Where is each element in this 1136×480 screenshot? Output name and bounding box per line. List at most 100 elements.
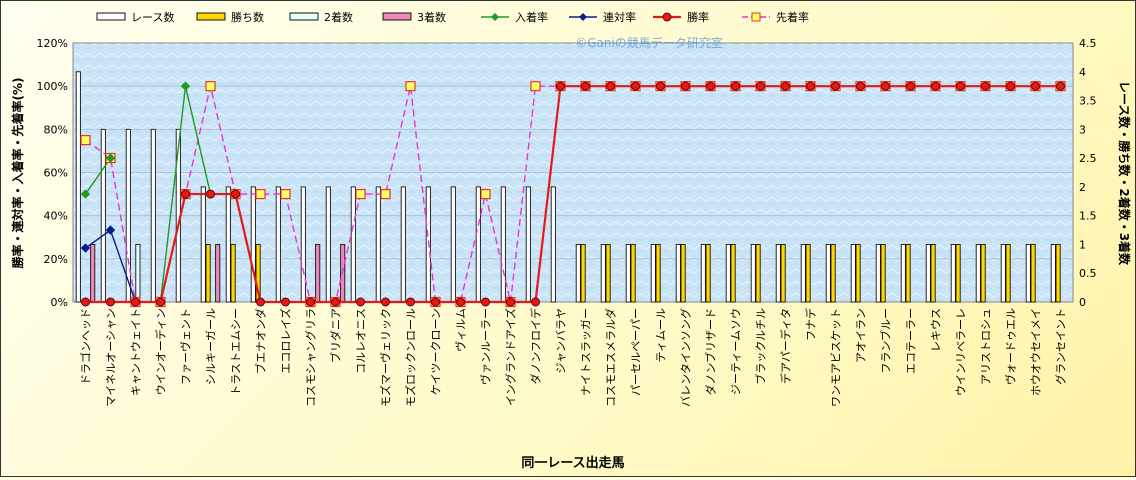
x-tick-label: コスモエスメラルダ xyxy=(604,308,618,407)
legend-item: 3着数 xyxy=(382,10,446,24)
bar-レース数 xyxy=(675,243,681,303)
bar-勝ち数 xyxy=(905,243,911,303)
y-tick-right: 0 xyxy=(1079,296,1086,309)
marker-勝率 xyxy=(181,189,190,199)
marker-先着率 xyxy=(355,188,366,200)
legend-label: 2着数 xyxy=(324,10,353,24)
legend-marker xyxy=(751,12,761,22)
legend-item: 連対率 xyxy=(569,10,636,24)
series-markers xyxy=(80,81,1066,308)
y-tick-right: 4.5 xyxy=(1079,37,1097,50)
x-tick-label: ブエナオンダ xyxy=(254,308,268,374)
bar-レース数 xyxy=(650,243,656,303)
marker-勝率 xyxy=(581,81,590,91)
marker-勝率 xyxy=(1006,81,1015,91)
bar-レース数 xyxy=(350,186,356,303)
marker-連対率 xyxy=(105,225,116,235)
bar-レース数 xyxy=(400,186,406,303)
bar-勝ち数 xyxy=(730,243,736,303)
y-tick-right: 3.5 xyxy=(1079,95,1097,108)
x-tick-label: フランブルー xyxy=(879,308,893,374)
bar-レース数 xyxy=(75,71,81,303)
line-入着率 xyxy=(84,157,112,195)
bar-勝ち数 xyxy=(655,243,661,303)
x-tick-label: レキウス xyxy=(930,308,943,352)
marker-勝率 xyxy=(281,297,290,307)
bar-3着数 xyxy=(215,243,221,303)
marker-勝率 xyxy=(606,81,615,91)
bar-レース数 xyxy=(450,186,456,303)
bar-勝ち数 xyxy=(855,243,861,303)
bar-レース数 xyxy=(975,243,981,303)
x-tick-label: デアパーディタ xyxy=(779,308,793,384)
legend-label: 先着率 xyxy=(776,10,809,24)
bar-レース数 xyxy=(375,186,381,303)
marker-勝率 xyxy=(756,81,765,91)
legend-label: 入着率 xyxy=(515,10,548,24)
legend-item: 勝ち数 xyxy=(196,10,264,24)
marker-先着率 xyxy=(530,81,541,92)
bar-2着数 xyxy=(135,243,141,303)
y-tick-left: 40% xyxy=(44,210,68,223)
marker-勝率 xyxy=(356,297,365,307)
bar-レース数 xyxy=(775,243,781,303)
bar-レース数 xyxy=(575,243,581,303)
x-tick-label: イングランドアイズ xyxy=(504,308,518,406)
bar-レース数 xyxy=(1050,243,1056,303)
marker-勝率 xyxy=(731,81,740,91)
marker-勝率 xyxy=(681,81,690,91)
bar-レース数 xyxy=(300,186,306,303)
bar-レース数 xyxy=(825,243,831,303)
marker-勝率 xyxy=(781,81,790,91)
x-tick-label: ジーティームソウ xyxy=(730,308,743,395)
marker-勝率 xyxy=(156,297,165,307)
y-tick-right: 1 xyxy=(1079,238,1086,251)
watermark: ©Ganiの競馬データ研究室 xyxy=(575,35,723,50)
x-tick-label: ウインリベラーレ xyxy=(955,308,968,396)
bars xyxy=(75,71,1061,303)
marker-勝率 xyxy=(481,297,490,307)
marker-勝率 xyxy=(406,297,415,307)
x-tick-label: アリストロシュ xyxy=(980,308,993,385)
bar-勝ち数 xyxy=(755,243,761,303)
bar-勝ち数 xyxy=(880,243,886,303)
x-tick-label: モズマーヴェリック xyxy=(379,308,393,407)
legend-marker xyxy=(579,13,587,21)
y-tick-left: 60% xyxy=(44,167,68,180)
bar-レース数 xyxy=(875,243,881,303)
bar-レース数 xyxy=(1025,243,1031,303)
marker-先着率 xyxy=(255,188,266,200)
bar-3着数 xyxy=(90,243,96,303)
marker-勝率 xyxy=(556,81,565,91)
bar-レース数 xyxy=(625,243,631,303)
marker-先着率 xyxy=(80,135,91,146)
marker-勝率 xyxy=(906,81,915,91)
bar-レース数 xyxy=(900,243,906,303)
bar-勝ち数 xyxy=(930,243,936,303)
x-tick-label: アオイラン xyxy=(855,308,868,363)
x-tick-label: ヴァンルーラー xyxy=(479,308,493,385)
y-tick-left: 20% xyxy=(44,253,68,266)
x-tick-label: ケイツークローン xyxy=(430,308,443,395)
legend-label: 勝率 xyxy=(687,10,709,24)
marker-勝率 xyxy=(931,81,940,91)
legend-label: 3着数 xyxy=(417,10,446,24)
marker-入着率 xyxy=(180,81,191,91)
marker-入着率 xyxy=(105,153,116,163)
marker-勝率 xyxy=(1031,81,1040,91)
x-tick-label: エコロレイズ xyxy=(279,308,293,374)
bar-レース数 xyxy=(725,243,731,303)
bar-レース数 xyxy=(1000,243,1006,303)
bar-勝ち数 xyxy=(1005,243,1011,303)
x-axis-categories: ドラゴンヘッド マイネルオーシャン キャントウェイト ウインオーディン ファーヴェントシ… xyxy=(79,308,1068,407)
bar-レース数 xyxy=(600,243,606,303)
marker-先着率 xyxy=(280,188,291,200)
marker-勝率 xyxy=(881,81,890,91)
x-tick-label: グランセイント xyxy=(1054,308,1068,385)
y-tick-right: 0.5 xyxy=(1079,267,1097,280)
marker-勝率 xyxy=(206,189,215,199)
legend-swatch xyxy=(289,12,319,21)
bar-勝ち数 xyxy=(805,243,811,303)
